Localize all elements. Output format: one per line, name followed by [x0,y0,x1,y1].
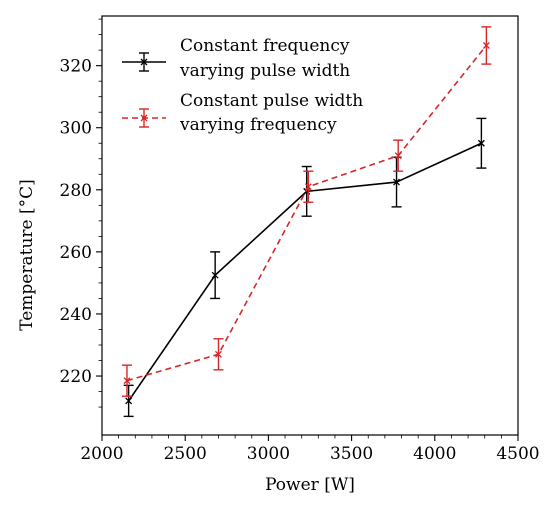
y-tick-label: 280 [60,181,92,201]
data-point [477,139,485,147]
legend: Constant frequency varying pulse width Con… [122,36,363,135]
data-point [304,183,312,191]
data-point [482,42,490,49]
data-point [123,377,131,385]
x-tick-label: 3500 [330,444,373,464]
y-axis-label: Temperature [°C] [17,179,37,331]
y-tick-label: 320 [60,57,92,77]
y-tick-label: 240 [60,305,92,325]
x-axis-label: Power [W] [265,475,355,495]
legend-marker [140,114,148,122]
x-tick-label: 2000 [80,444,123,464]
x-tick-label: 3000 [247,444,290,464]
legend-label-line1: Constant pulse width [180,91,363,111]
y-tick-label: 300 [60,119,92,139]
x-tick-label: 2500 [164,444,207,464]
series-line [127,142,482,402]
y-tick-label: 220 [60,367,92,387]
legend-label-line2: varying pulse width [179,61,350,81]
data-point [393,178,400,186]
x-tick-label: 4500 [496,444,539,464]
series-layer [121,26,492,418]
data-point [394,152,402,160]
axes-layer: 2000 2500 3000 3500 4000 4500 220 240 260 280 300 3… [60,15,540,464]
plot-frame [101,15,519,436]
y-tick-label: 260 [60,243,92,263]
legend-label-line1: Constant frequency [180,36,350,56]
data-point [211,271,219,279]
legend-marker [140,58,148,66]
legend-label-line2: varying frequency [179,115,337,135]
data-point [215,350,222,358]
data-point [125,397,133,405]
x-tick-label: 4000 [413,444,456,464]
